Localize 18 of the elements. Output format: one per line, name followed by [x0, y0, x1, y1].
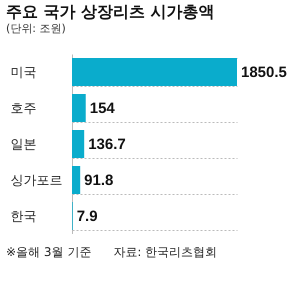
text: ※올해 3월 기준: [6, 245, 92, 259]
y-tick-label: 한국: [10, 210, 36, 224]
data-label: 7.9: [76, 208, 98, 225]
y-tick-label: 호주: [10, 102, 36, 116]
bar: [72, 130, 84, 158]
data-label: 91.8: [84, 172, 114, 189]
bar: [72, 166, 80, 194]
data-label: 154: [90, 100, 116, 117]
y-tick-label: 싱가포르: [10, 174, 62, 188]
data-label: 136.7: [88, 136, 126, 153]
data-label: 1850.5: [241, 64, 287, 81]
y-tick-label: 미국: [10, 66, 36, 80]
text: 자료: 한국리츠협회: [113, 245, 218, 259]
chart-title: 주요 국가 상장리츠 시가총액: [6, 2, 215, 21]
bar: [72, 58, 237, 86]
chart-subtitle: (단위: 조원): [6, 22, 66, 35]
y-tick-label: 일본: [10, 138, 36, 152]
bar: [72, 94, 86, 122]
